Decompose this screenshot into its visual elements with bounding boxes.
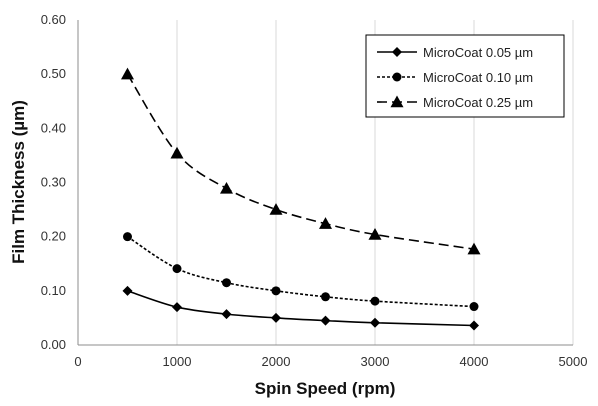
x-tick-label: 5000: [559, 354, 588, 369]
data-point-triangle: [269, 203, 283, 215]
legend-label: MicroCoat 0.05 µm: [423, 45, 533, 60]
data-point-circle: [222, 278, 231, 288]
data-point-triangle: [368, 228, 382, 240]
x-axis-title: Spin Speed (rpm): [255, 379, 396, 398]
data-point-diamond: [271, 312, 281, 323]
axes: [77, 20, 573, 346]
data-point-circle: [123, 232, 132, 242]
y-tick-label: 0.10: [41, 283, 66, 298]
data-point-diamond: [469, 320, 479, 331]
legend-marker-circle: [392, 72, 402, 82]
x-tick-labels: 0 1000 2000 3000 4000 5000: [74, 354, 587, 369]
legend-entry: MicroCoat 0.25 µm: [377, 95, 533, 110]
legend-label: MicroCoat 0.25 µm: [423, 95, 533, 110]
data-point-diamond: [370, 317, 380, 328]
legend-marker-diamond: [392, 47, 402, 57]
data-point-triangle: [467, 242, 481, 255]
data-point-circle: [172, 264, 182, 274]
data-point-circle: [469, 302, 479, 312]
y-tick-label: 0.30: [41, 175, 66, 190]
series-3: [121, 67, 481, 255]
x-tick-label: 1000: [163, 354, 192, 369]
y-tick-label: 0.40: [41, 120, 66, 135]
series-layer: [121, 67, 481, 331]
x-tick-label: 3000: [361, 354, 390, 369]
series-2: [123, 232, 479, 312]
data-point-triangle: [319, 217, 332, 229]
legend: MicroCoat 0.05 µm MicroCoat 0.10 µm MicroC…: [365, 34, 565, 118]
data-point-diamond: [221, 309, 232, 320]
y-tick-labels: 0.00 0.10 0.20 0.30 0.40 0.50 0.60: [41, 12, 66, 352]
y-axis-title: Film Thickness (µm): [9, 100, 28, 264]
data-point-circle: [321, 292, 330, 302]
data-point-circle: [370, 296, 380, 306]
legend-label: MicroCoat 0.10 µm: [423, 70, 533, 85]
x-tick-label: 2000: [262, 354, 291, 369]
data-point-diamond: [320, 315, 331, 326]
y-tick-label: 0.00: [41, 337, 66, 352]
x-tick-label: 4000: [460, 354, 489, 369]
data-point-triangle: [170, 146, 184, 159]
data-point-diamond: [172, 302, 182, 313]
x-tick-label: 0: [74, 354, 81, 369]
data-point-triangle: [121, 67, 134, 80]
legend-entry: MicroCoat 0.05 µm: [377, 45, 533, 60]
y-tick-label: 0.50: [41, 66, 66, 81]
data-point-triangle: [220, 181, 233, 194]
data-point-diamond: [122, 285, 133, 296]
series-1: [122, 285, 479, 331]
legend-entry: MicroCoat 0.10 µm: [377, 70, 533, 85]
y-tick-label: 0.60: [41, 12, 66, 27]
y-tick-label: 0.20: [41, 229, 66, 244]
legend-marker-triangle: [390, 95, 404, 108]
data-point-circle: [271, 286, 281, 296]
